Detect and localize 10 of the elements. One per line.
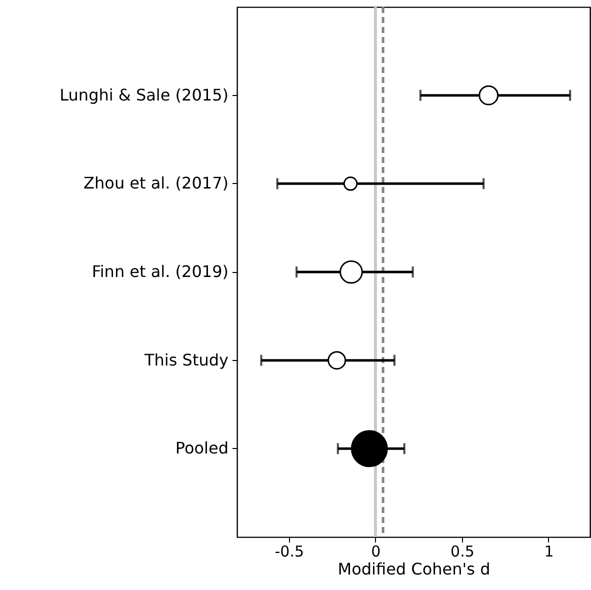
y-tick-label: Pooled — [175, 438, 228, 458]
x-tick-label: 0 — [371, 542, 381, 560]
y-tick-label: Finn et al. (2019) — [92, 262, 228, 281]
x-tick-label: -0.5 — [274, 542, 304, 560]
x-tick-label: 0.5 — [450, 542, 474, 560]
x-axis-title: Modified Cohen's d — [338, 560, 490, 578]
x-tick-label: 1 — [544, 542, 554, 560]
y-tick-label: This Study — [144, 350, 228, 370]
y-tick-label: Zhou et al. (2017) — [84, 174, 228, 193]
y-tick-label: Lunghi & Sale (2015) — [60, 85, 228, 104]
